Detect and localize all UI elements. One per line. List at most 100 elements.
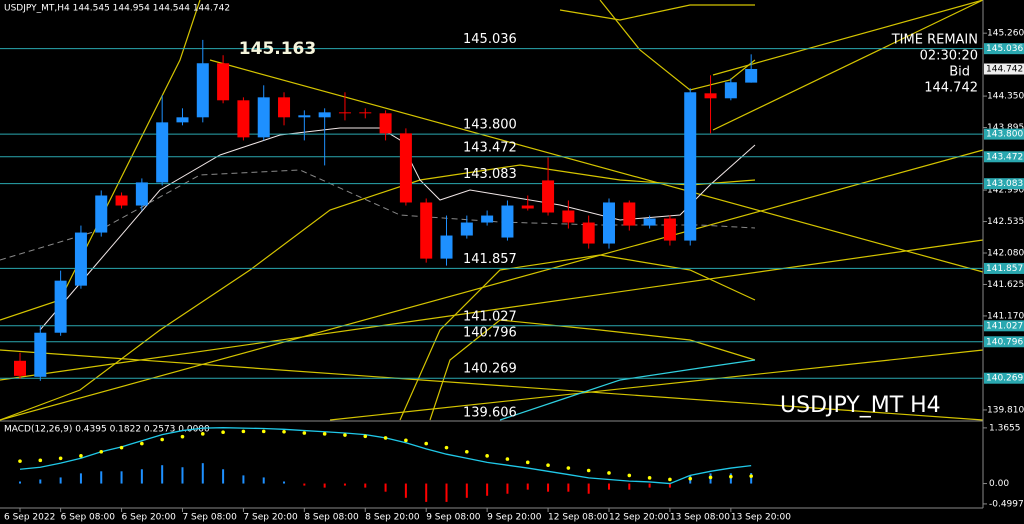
x-tick-label: 9 Sep 08:00: [426, 513, 481, 523]
macd-histogram: [465, 483, 468, 498]
macd-signal-dot: [363, 434, 368, 439]
macd-signal-dot: [688, 476, 693, 481]
macd-histogram: [425, 483, 428, 502]
macd-signal-dot: [119, 445, 124, 450]
macd-signal-dot: [79, 454, 83, 458]
macd-histogram: [668, 483, 671, 488]
macd-histogram: [750, 473, 753, 484]
level-label: 143.800: [463, 118, 517, 133]
candle-body: [582, 222, 595, 244]
macd-signal-dot: [200, 432, 205, 436]
level-axis-label: 143.800: [986, 130, 1023, 140]
x-tick-label: 12 Sep 20:00: [609, 513, 669, 523]
macd-tick-label: 0.00: [989, 479, 1009, 489]
macd-histogram: [628, 483, 631, 490]
macd-histogram: [567, 483, 570, 492]
macd-histogram: [79, 473, 82, 484]
level-axis-label: 143.472: [986, 152, 1023, 162]
macd-histogram: [486, 483, 489, 496]
y-tick-label: 139.810: [987, 405, 1024, 415]
candle-body: [298, 115, 311, 118]
macd-signal-dot: [749, 474, 753, 478]
macd-signal-dot: [647, 476, 652, 480]
macd-histogram: [729, 473, 732, 484]
level-label: 143.472: [463, 140, 517, 155]
bid-axis-label: 144.742: [986, 64, 1023, 74]
macd-histogram: [384, 483, 387, 492]
level-label: 140.269: [463, 362, 517, 377]
level-label: 140.796: [463, 325, 517, 340]
macd-signal-dot: [729, 474, 733, 479]
macd-signal-dot: [668, 477, 672, 482]
y-tick-label: 141.170: [987, 311, 1024, 321]
macd-signal-dot: [261, 429, 266, 434]
macd-signal-dot: [546, 463, 550, 468]
y-tick-label: 142.990: [987, 186, 1024, 196]
macd-tick-label: -0.4997: [989, 499, 1024, 509]
candle-body: [156, 122, 169, 183]
x-tick-label: 7 Sep 08:00: [182, 513, 237, 523]
macd-histogram: [201, 463, 204, 484]
candle-body: [379, 113, 392, 134]
macd-signal-dot: [383, 436, 388, 440]
y-tick-label: 144.350: [987, 92, 1024, 102]
macd-title: MACD(12,26,9) 0.4395 0.1822 0.2573 0.000…: [4, 425, 210, 435]
macd-histogram: [303, 483, 306, 486]
macd-signal-dot: [38, 458, 43, 463]
macd-histogram: [262, 477, 265, 484]
level-axis-label: 140.269: [986, 374, 1023, 384]
candle-body: [460, 222, 473, 236]
macd-signal-dot: [424, 441, 429, 446]
y-tick-label: 143.895: [987, 123, 1024, 133]
candle-body: [420, 202, 433, 259]
candle-body: [684, 92, 697, 241]
macd-histogram: [59, 477, 62, 484]
x-tick-label: 8 Sep 08:00: [304, 513, 359, 523]
macd-histogram: [607, 483, 610, 490]
candle-body: [338, 112, 351, 114]
x-tick-label: 7 Sep 20:00: [243, 513, 298, 523]
level-box: [984, 372, 1024, 384]
level-box: [984, 320, 1024, 332]
level-axis-label: 141.857: [986, 264, 1023, 274]
macd-histogram: [100, 471, 103, 484]
x-tick-label: 9 Sep 20:00: [487, 513, 542, 523]
candle-body: [196, 63, 209, 118]
time-remain-label: TIME REMAIN: [891, 33, 978, 48]
level-box: [984, 336, 1024, 348]
macd-signal-dot: [180, 434, 185, 439]
macd-signal-dot: [140, 441, 144, 446]
candle-body: [135, 182, 148, 206]
level-box: [984, 262, 1024, 274]
macd-signal-dot: [58, 456, 63, 461]
macd-histogram: [648, 483, 651, 488]
watermark: USDJPY_MT H4: [780, 393, 941, 418]
level-box: [984, 128, 1024, 140]
macd-signal-dot: [302, 431, 307, 435]
macd-signal-dot: [607, 471, 611, 475]
level-box: [984, 43, 1024, 55]
level-axis-label: 141.027: [986, 321, 1023, 331]
macd-histogram: [120, 471, 123, 484]
candle-body: [542, 180, 555, 213]
x-tick-label: 6 Sep 08:00: [61, 513, 116, 523]
candle-body: [359, 112, 372, 114]
macd-signal-dot: [343, 433, 347, 437]
macd-signal-dot: [282, 429, 286, 434]
band-line: [499, 359, 756, 421]
candle-body: [481, 215, 494, 223]
candle-body: [602, 202, 615, 244]
y-tick-label: 145.260: [987, 29, 1024, 39]
time-remain: 02:30:20: [920, 49, 978, 64]
candle-body: [440, 235, 453, 259]
x-tick-label: 13 Sep 20:00: [731, 513, 791, 523]
candle-body: [176, 117, 189, 123]
max-label: 145.163: [239, 39, 316, 59]
candle-body: [74, 232, 87, 286]
candle-body: [643, 218, 656, 226]
macd-signal-dot: [18, 459, 22, 463]
macd-histogram: [161, 465, 164, 484]
bid-value: 144.742: [924, 81, 978, 96]
candle-body: [237, 100, 250, 138]
candle-body: [115, 195, 128, 206]
